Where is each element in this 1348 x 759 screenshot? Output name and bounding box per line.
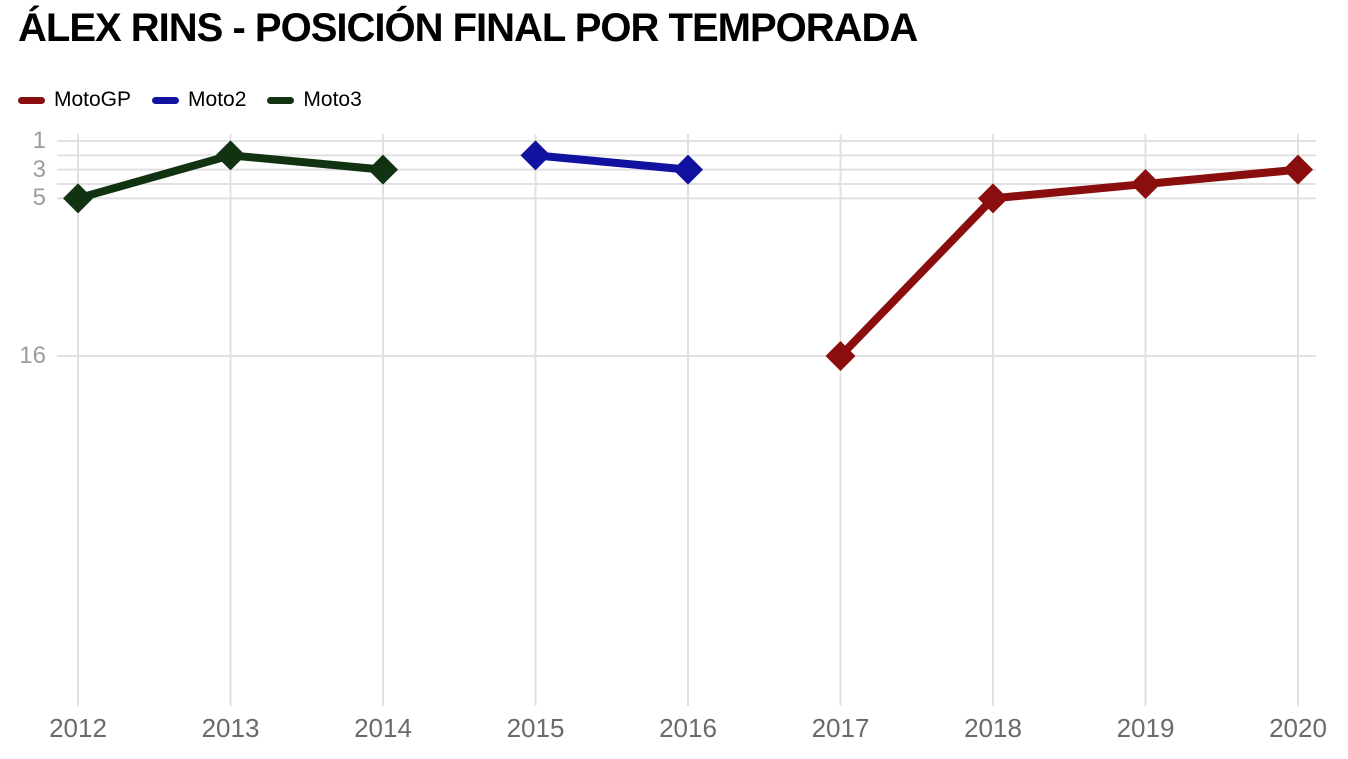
data-point-motogp-2017 xyxy=(825,340,856,371)
legend-label-moto3: Moto3 xyxy=(303,88,362,111)
y-tick-label-16: 16 xyxy=(19,341,46,369)
data-point-moto3-2013 xyxy=(215,140,246,171)
series-line-moto2 xyxy=(535,151,689,174)
x-tick-label-2015: 2015 xyxy=(506,713,565,743)
x-tick-label-2018: 2018 xyxy=(964,713,1022,743)
legend-label-motogp: MotoGP xyxy=(54,88,132,111)
x-tick-label-2016: 2016 xyxy=(659,713,717,743)
y-tick-label-1: 1 xyxy=(32,127,46,154)
x-tick-label-2013: 2013 xyxy=(201,713,260,743)
legend-label-moto2: Moto2 xyxy=(188,88,247,111)
x-tick-label-2020: 2020 xyxy=(1269,713,1327,743)
x-tick-label-2012: 2012 xyxy=(49,713,107,743)
legend-item-motogp: MotoGP xyxy=(18,88,131,112)
x-tick-label-2014: 2014 xyxy=(354,713,412,743)
legend-swatch-moto2-icon xyxy=(152,96,180,104)
data-point-motogp-2018 xyxy=(978,183,1008,214)
x-tick-label-2019: 2019 xyxy=(1116,713,1175,743)
y-tick-label-3: 3 xyxy=(32,155,46,183)
y-tick-label-5: 5 xyxy=(32,184,46,212)
data-point-moto3-2014 xyxy=(368,154,398,185)
legend-swatch-motogp-icon xyxy=(18,96,45,104)
legend: MotoGP Moto2 Moto3 xyxy=(18,88,362,112)
legend-swatch-moto3-icon xyxy=(267,96,295,104)
legend-item-moto3: Moto3 xyxy=(267,88,362,112)
data-point-moto3-2012 xyxy=(63,183,93,214)
data-point-motogp-2019 xyxy=(1130,168,1161,199)
x-tick-label-2017: 2017 xyxy=(811,713,870,743)
data-point-moto2-2015 xyxy=(520,140,551,171)
data-point-moto2-2016 xyxy=(673,154,703,185)
chart-title: ÁLEX RINS - POSICIÓN FINAL POR TEMPORADA xyxy=(18,6,918,50)
series-line-motogp xyxy=(837,165,1299,359)
data-point-motogp-2020 xyxy=(1283,154,1313,185)
legend-item-moto2: Moto2 xyxy=(152,88,246,112)
